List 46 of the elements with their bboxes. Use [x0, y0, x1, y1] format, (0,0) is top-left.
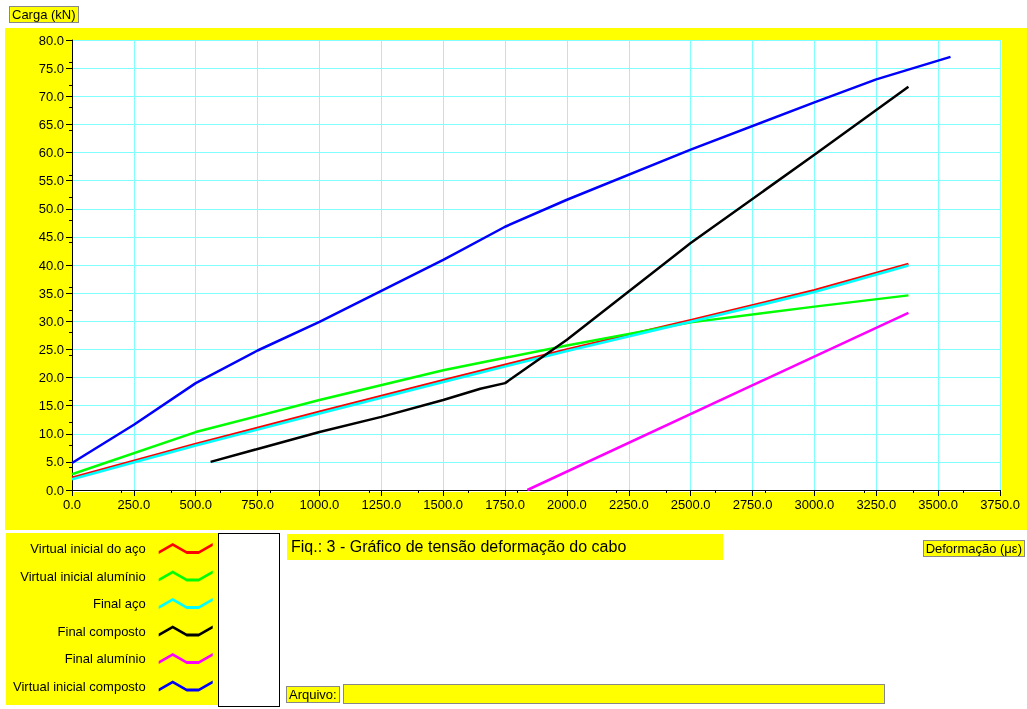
x-tick-label: 2500.0 — [670, 497, 711, 512]
y-tick-label: 50.0 — [38, 201, 64, 217]
x-tick-label: 0.0 — [62, 497, 82, 512]
y-tick-label: 15.0 — [38, 398, 64, 414]
x-tick-label: 1500.0 — [423, 497, 464, 512]
line-series — [70, 55, 952, 465]
y-axis-title: Carga (kN) — [9, 6, 79, 23]
x-tick-label: 2000.0 — [547, 497, 587, 512]
y-tick-label: 70.0 — [38, 88, 64, 104]
y-tick-label: 25.0 — [38, 341, 64, 357]
legend-label: Virtual inicial alumínio — [20, 568, 146, 584]
legend-label: Virtual inicial do aço — [30, 541, 146, 556]
text: Arquivo: — [286, 685, 340, 703]
y-tick-label: 35.0 — [38, 285, 64, 301]
legend-label: Virtual inicial composto — [12, 678, 146, 694]
y-tick-label: 60.0 — [38, 145, 64, 160]
x-tick-label: 1750.0 — [485, 497, 525, 512]
y-tick-label: 0.0 — [45, 482, 64, 498]
y-tick-label: 20.0 — [38, 370, 64, 385]
y-tick-label: 40.0 — [38, 257, 64, 273]
y-tick-label: 65.0 — [38, 116, 64, 132]
x-tick-label: 3000.0 — [794, 497, 835, 512]
x-tick-label: 500.0 — [179, 497, 213, 512]
x-tick-label: 2750.0 — [732, 497, 773, 512]
x-tick-label: 3750.0 — [980, 497, 1020, 512]
line-series — [209, 85, 910, 464]
x-tick-label: 2250.0 — [608, 497, 649, 512]
legend-label: Final aço — [92, 596, 146, 611]
x-tick-label: 750.0 — [241, 497, 274, 512]
line-series — [70, 294, 910, 476]
y-tick-label: 80.0 — [38, 32, 64, 48]
legend-label: Final composto — [57, 623, 146, 639]
x-tick-label: 1000.0 — [299, 497, 340, 512]
y-tick-label: 75.0 — [38, 60, 64, 76]
x-tick-label: 250.0 — [117, 497, 151, 512]
x-axis-title: Deformação (με) — [922, 540, 1025, 557]
legend-label: Final alumínio — [64, 651, 146, 666]
y-tick-label: 30.0 — [38, 313, 64, 329]
y-tick-label: 5.0 — [45, 454, 64, 470]
y-tick-label: 55.0 — [38, 173, 64, 189]
text: Fiq.: 3 - Gráfico de tensão deformação do cabo — [287, 534, 723, 560]
y-tick-label: 10.0 — [38, 426, 64, 442]
x-tick-label: 1250.0 — [361, 497, 402, 512]
y-tick-label: 45.0 — [38, 229, 64, 245]
x-tick-label: 3500.0 — [918, 497, 959, 512]
x-tick-label: 3250.0 — [856, 497, 897, 512]
